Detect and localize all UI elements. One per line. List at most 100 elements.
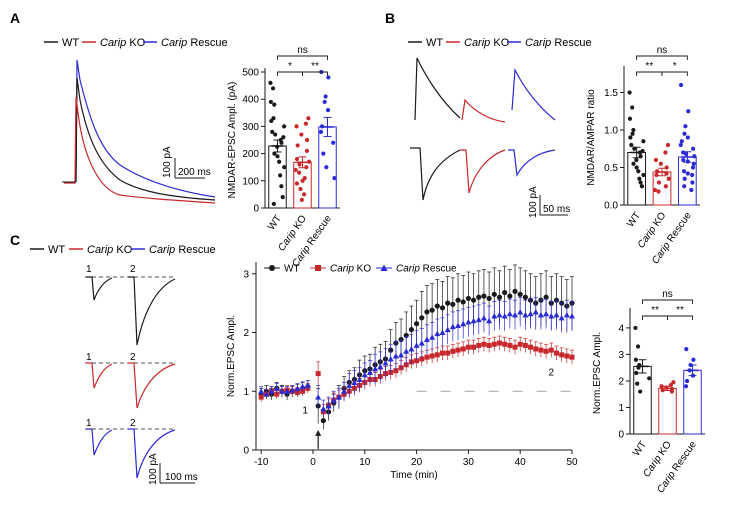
line-c-point	[398, 336, 404, 343]
line-c-point	[274, 391, 280, 397]
line-c-point	[424, 354, 430, 360]
bar-a-ytick-label: 100	[242, 176, 259, 187]
line-c-point	[532, 308, 539, 315]
bar-b-y-axis-label: NMDAR/AMPAR ratio	[586, 89, 597, 186]
bar-c-point	[638, 389, 643, 394]
bar-b-point	[666, 176, 671, 181]
bar-b-point	[683, 124, 688, 129]
line-c-legend-label: WT	[284, 264, 300, 275]
bar-b-point	[630, 131, 635, 136]
bar-b-significance-bracket	[636, 71, 663, 76]
bar-b-point	[664, 165, 669, 170]
bar-b-ytick-label: 1.0	[604, 126, 618, 137]
line-c-point	[496, 311, 503, 318]
bar-b-point	[627, 116, 633, 121]
line-c-point	[429, 307, 435, 313]
bar-a-point	[282, 165, 287, 170]
line-c-point	[315, 371, 321, 377]
line-c-ytick-label: 3	[243, 269, 249, 280]
line-c-legend-marker	[315, 265, 321, 271]
line-c-point	[538, 347, 544, 353]
line-c-point	[465, 318, 472, 325]
bar-b-point	[641, 139, 646, 144]
line-chart-c: 0 1 2 3 -10 0 10 20 30 40 50 Time (min) Norm.EPSC Am…	[226, 262, 578, 481]
bar-a-ytick-label: 400	[242, 95, 259, 106]
bar-a-point	[293, 167, 298, 173]
bar-a-point	[324, 165, 329, 170]
line-c-xtick-label: 50	[566, 457, 578, 468]
bar-a-point	[279, 184, 284, 189]
line-c-annotation-1: 1	[302, 406, 308, 417]
bar-b-point	[634, 165, 639, 170]
bar-b-point	[656, 189, 661, 194]
bar-c-point	[660, 388, 665, 393]
bar-a-point	[297, 162, 302, 167]
bar-c-point	[633, 325, 638, 331]
bar-b-point	[654, 172, 659, 178]
bar-a-point	[294, 124, 299, 129]
bar-a-point	[322, 99, 327, 105]
line-c-point	[429, 334, 436, 340]
line-c-point	[517, 308, 524, 315]
panel-a-label: A	[10, 10, 20, 26]
line-c-xtick-label: 0	[310, 457, 316, 468]
bar-a-point	[272, 151, 277, 156]
legend-b: WT Carip KO Carip Rescue	[408, 37, 592, 49]
bar-b-point	[629, 142, 634, 148]
bar-b-point	[628, 135, 633, 140]
scalebar-b-x-label: 50 ms	[543, 204, 570, 215]
line-c-legend-label: Carip KO	[330, 264, 371, 275]
bar-a-point	[318, 129, 324, 134]
line-c-point	[273, 385, 280, 391]
line-c-point	[522, 311, 529, 318]
line-c-point	[512, 311, 519, 318]
bar-c-point	[683, 384, 689, 389]
bar-c-significance-label: ns	[662, 289, 673, 300]
line-c-point	[548, 313, 555, 319]
line-c-point	[387, 355, 394, 362]
line-c-point	[506, 310, 513, 317]
line-c-point	[476, 294, 482, 300]
trace-c-ko-label-2: 2	[130, 352, 136, 363]
line-c-point	[512, 288, 518, 294]
bar-a-point	[325, 107, 331, 113]
line-c-point	[564, 353, 570, 359]
trace-a-rescue	[75, 59, 216, 198]
bar-c-point	[635, 381, 640, 386]
bar-c-ytick-label: 0	[618, 430, 624, 441]
bar-c-point	[691, 357, 696, 362]
bar-c-point	[684, 347, 689, 352]
trace-b-ko-nmda	[461, 98, 506, 123]
bar-a-point	[331, 140, 336, 145]
bar-a-point	[281, 135, 286, 140]
line-c-point	[470, 297, 477, 303]
bar-b-significance-label: ns	[657, 45, 668, 56]
bar-b-point	[690, 180, 695, 185]
bar-a-significance-label: ns	[297, 45, 308, 56]
bar-b-point	[690, 172, 695, 178]
bar-a-point	[271, 201, 276, 207]
line-c-point	[434, 330, 441, 337]
line-c-point	[434, 352, 440, 358]
bar-a-point	[275, 154, 280, 159]
line-c-point	[491, 291, 497, 297]
bar-a-point	[304, 148, 310, 153]
line-c-point	[320, 418, 326, 424]
scalebar-b: 100 pA 50 ms	[528, 186, 570, 218]
bar-c-point	[634, 370, 639, 376]
bar-a-point	[304, 137, 310, 143]
line-c-point	[408, 326, 415, 333]
bar-b-point	[630, 105, 635, 110]
line-c-point	[304, 382, 311, 388]
line-c-point	[512, 344, 518, 350]
line-c-point	[330, 397, 337, 403]
line-c-point	[278, 388, 285, 394]
bar-b-point	[685, 171, 690, 176]
bar-a-ytick-label: 200	[242, 149, 259, 160]
line-c-point	[553, 311, 560, 318]
bar-b-point	[627, 90, 632, 95]
bar-a-point	[279, 140, 284, 145]
line-c-point	[450, 301, 456, 307]
bar-c-point	[671, 380, 676, 385]
